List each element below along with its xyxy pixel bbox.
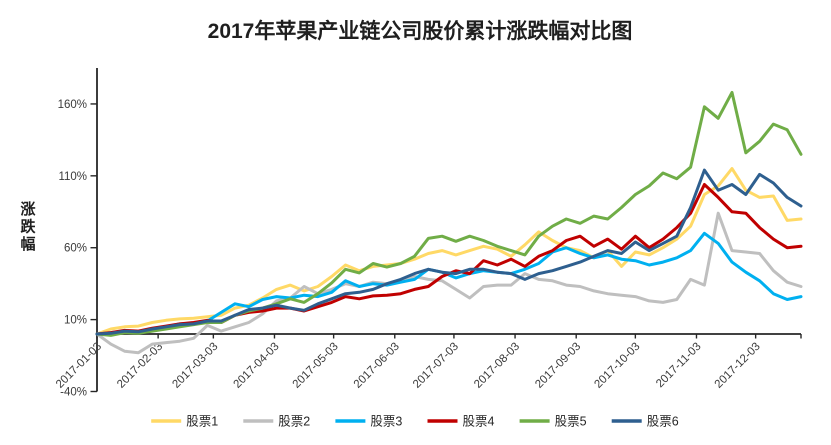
legend-item-6: 股票6 xyxy=(611,415,679,429)
chart-title: 2017年苹果产业链公司股价累计涨跌幅对比图 xyxy=(208,19,633,43)
x-tick-label: 2017-04-03 xyxy=(232,341,282,391)
y-tick-label: -40% xyxy=(60,387,87,399)
x-tick-label: 2017-09-03 xyxy=(533,341,583,391)
y-tick-label: 60% xyxy=(64,243,87,255)
x-tick-label: 2017-05-03 xyxy=(291,341,341,391)
legend-label: 股票4 xyxy=(463,415,495,429)
x-tick-label: 2017-12-03 xyxy=(713,341,763,391)
y-axis-title-char: 幅 xyxy=(20,235,35,253)
x-tick-label: 2017-03-03 xyxy=(170,341,220,391)
legend-item-1: 股票1 xyxy=(151,415,218,429)
y-axis-title-char: 涨 xyxy=(20,201,35,218)
y-tick-label: 10% xyxy=(64,315,87,327)
x-tick-label: 2017-02-03 xyxy=(115,341,165,391)
legend-label: 股票6 xyxy=(647,415,679,429)
y-tick-label: 160% xyxy=(58,99,87,111)
x-tick-label: 2017-06-03 xyxy=(352,341,402,391)
series-line-4 xyxy=(95,183,803,336)
legend-label: 股票1 xyxy=(186,415,218,429)
legend-item-3: 股票3 xyxy=(335,415,402,429)
legend-label: 股票2 xyxy=(278,415,310,429)
y-tick-label: 110% xyxy=(58,171,87,183)
series-line-2 xyxy=(95,211,803,355)
legend-item-2: 股票2 xyxy=(243,415,310,429)
series-lines xyxy=(95,90,803,355)
series-line-6 xyxy=(95,168,803,336)
x-tick-label: 2017-11-03 xyxy=(654,341,703,390)
axes: 160%110%60%10%-40%2017-01-03 2017-02-03 20… xyxy=(54,68,802,399)
legend: 股票1 股票2 股票3 股票4 股票5 股票6 xyxy=(151,415,679,429)
legend-item-5: 股票5 xyxy=(519,415,587,429)
legend-label: 股票3 xyxy=(370,415,402,429)
legend-item-4: 股票4 xyxy=(427,415,495,429)
y-axis-title: 涨跌幅 xyxy=(20,201,36,253)
x-tick-label: 2017-07-03 xyxy=(411,341,461,391)
x-tick-label: 2017-10-03 xyxy=(592,341,642,391)
legend-label: 股票5 xyxy=(555,415,587,429)
y-axis-title-char: 跌 xyxy=(20,219,36,236)
x-tick-label: 2017-08-03 xyxy=(472,341,522,391)
